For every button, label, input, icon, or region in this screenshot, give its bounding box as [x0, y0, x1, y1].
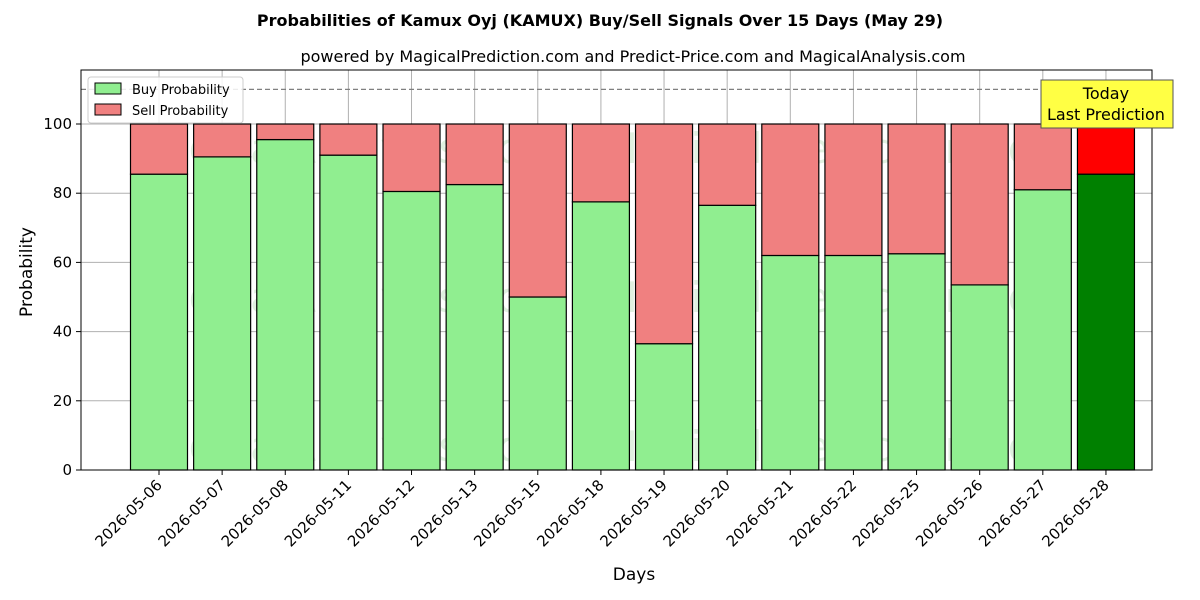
sell-bar [129, 123, 189, 175]
y-tick-label: 20 [53, 392, 72, 410]
annotation-line-2: Last Prediction [1047, 105, 1165, 124]
legend-label-buy: Buy Probability [132, 83, 230, 98]
sell-bar [571, 123, 631, 203]
buy-bar [634, 343, 694, 471]
x-tick-label: 2026-05-26 [912, 476, 986, 550]
x-tick-label: 2026-05-28 [1038, 476, 1112, 550]
legend-box [87, 76, 244, 124]
buy-bar [508, 296, 567, 471]
x-tick-label: 2026-05-27 [975, 476, 1049, 550]
x-tick-label: 2026-05-21 [723, 476, 797, 550]
x-tick-label: 2026-05-12 [344, 476, 418, 550]
today-annotation: Today Last Prediction [1040, 79, 1174, 129]
sell-bar [508, 123, 567, 298]
sell-bar [1013, 123, 1072, 191]
buy-bar [824, 254, 883, 471]
buy-bar [382, 190, 441, 471]
x-tick-label: 2026-05-11 [281, 476, 355, 550]
buy-bar [571, 201, 631, 471]
buy-bar [193, 156, 252, 471]
sell-bar [634, 123, 694, 345]
x-axis-label: Days [613, 565, 656, 585]
sell-bar [887, 123, 946, 255]
y-tick-label: 100 [43, 115, 72, 133]
x-tick-label: 2026-05-08 [218, 476, 292, 550]
buy-bar [129, 173, 189, 471]
x-tick-label: 2026-05-20 [660, 476, 734, 550]
sell-bar [698, 123, 757, 206]
y-tick-label: 0 [62, 461, 72, 479]
sell-bar [1076, 123, 1136, 175]
buy-bar [319, 154, 378, 471]
annotation-line-1: Today [1082, 84, 1129, 103]
buy-bar [1076, 173, 1136, 471]
legend-label-sell: Sell Probability [132, 104, 229, 119]
y-axis-label: Probability [17, 227, 37, 317]
buy-bar [1013, 189, 1072, 471]
legend-swatch-buy [94, 82, 122, 95]
buy-bar [698, 204, 757, 471]
buy-bar [445, 183, 504, 471]
x-tick-label: 2026-05-07 [155, 476, 229, 550]
buy-bar [887, 253, 946, 471]
sell-bar [193, 123, 252, 158]
sell-bar [761, 123, 820, 257]
x-tick-label: 2026-05-22 [786, 476, 860, 550]
bars [129, 123, 1136, 471]
x-tick-label: 2026-05-19 [596, 476, 670, 550]
sell-bar [319, 123, 378, 156]
sell-bar [824, 123, 883, 257]
buy-bar [256, 138, 315, 471]
buy-bar [950, 284, 1009, 471]
sell-bar [950, 123, 1009, 286]
chart-title: Probabilities of Kamux Oyj (KAMUX) Buy/S… [257, 11, 943, 30]
x-tick-label: 2026-05-18 [533, 476, 607, 550]
legend-swatch-sell [94, 103, 122, 116]
x-tick-label: 2026-05-13 [407, 476, 481, 550]
annotation-box [1040, 79, 1174, 129]
sell-bar [256, 123, 315, 141]
buy-bar [761, 254, 820, 471]
plot-frame [80, 69, 1153, 471]
x-tick-label: 2026-05-06 [91, 476, 165, 550]
y-tick-label: 40 [53, 323, 72, 341]
x-tick-label: 2026-05-15 [470, 476, 544, 550]
sell-bar [382, 123, 441, 193]
sell-bar [445, 123, 504, 186]
x-tick-label: 2026-05-25 [849, 476, 923, 550]
y-tick-label: 60 [53, 253, 72, 271]
chart-subtitle: powered by MagicalPrediction.com and Pre… [300, 47, 965, 66]
y-tick-label: 80 [53, 184, 72, 202]
legend: Buy Probability Sell Probability [87, 76, 244, 124]
